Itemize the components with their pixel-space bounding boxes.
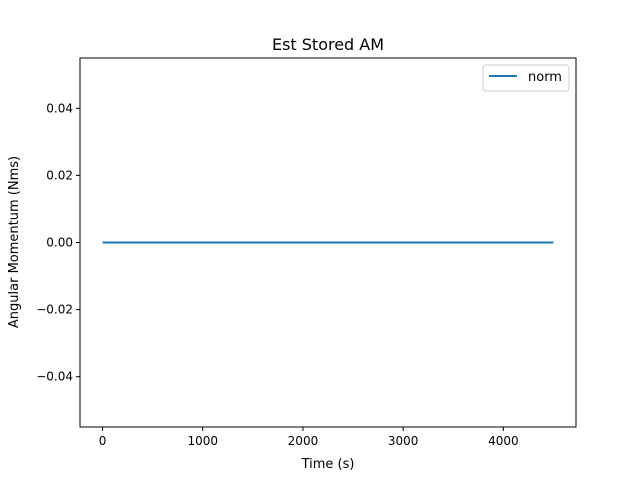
x-tick-label: 1000: [187, 434, 218, 448]
y-axis-ticks: 0.04 0.02 0.00 −0.02 −0.04: [36, 101, 80, 384]
x-tick-label: 3000: [388, 434, 419, 448]
x-tick-label: 2000: [288, 434, 319, 448]
chart-title: Est Stored AM: [272, 35, 384, 54]
legend: norm: [482, 64, 570, 92]
y-tick-label: −0.02: [36, 303, 73, 317]
x-axis-label: Time (s): [301, 457, 355, 472]
y-tick-label: 0.00: [46, 236, 73, 250]
y-axis-label: Angular Momentum (Nms): [7, 156, 22, 328]
axes-frame: [79, 57, 577, 428]
y-tick-label: −0.04: [36, 370, 73, 384]
x-axis-ticks: 0 1000 2000 3000 4000: [99, 427, 519, 448]
x-tick-label: 4000: [488, 434, 519, 448]
x-tick-label: 0: [99, 434, 107, 448]
legend-label-norm: norm: [528, 70, 562, 85]
legend-box: [482, 64, 570, 92]
y-tick-label: 0.02: [46, 168, 73, 182]
y-tick-label: 0.04: [46, 101, 73, 115]
